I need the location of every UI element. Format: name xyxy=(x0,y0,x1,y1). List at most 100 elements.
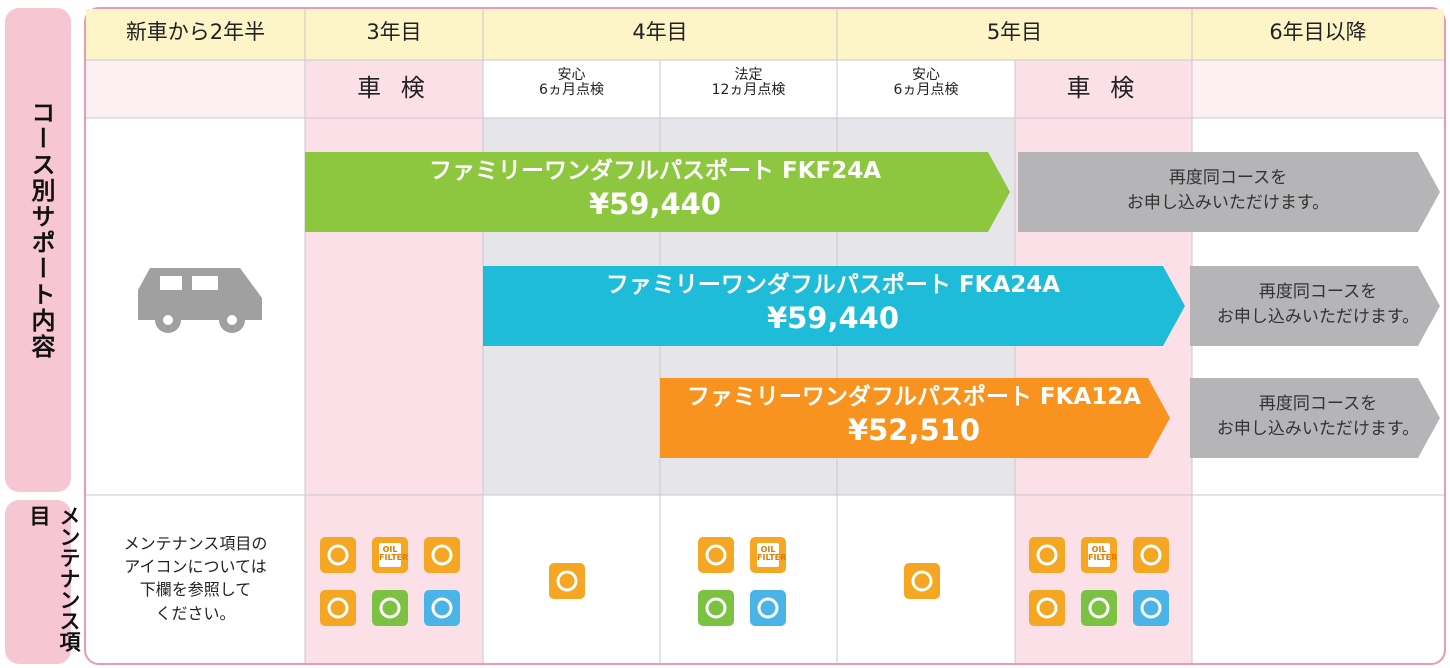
text: メンテナンス項目の xyxy=(123,534,268,553)
renewal: 再度同コースをお申し込みいただけます。 xyxy=(1192,392,1444,441)
icon-label: OIL FILTER xyxy=(379,543,409,567)
maintenance-icon xyxy=(1133,590,1169,626)
maintenance-icon: OIL FILTER xyxy=(750,537,786,573)
course-price: ¥59,440 xyxy=(588,186,722,221)
maintenance-icon xyxy=(698,590,734,626)
text: お申し込みいただけます。 xyxy=(1216,306,1420,327)
icon-glyph xyxy=(1140,544,1162,566)
cell-bg xyxy=(86,60,305,118)
text: 再度同コースを xyxy=(1258,394,1378,414)
icon-glyph xyxy=(1088,597,1110,619)
side-box xyxy=(5,8,71,492)
icon-glyph xyxy=(431,544,453,566)
renewal-arrow xyxy=(1190,266,1440,346)
maintenance-icon xyxy=(750,590,786,626)
text: OIL xyxy=(1091,545,1107,554)
text: 法定 xyxy=(734,67,763,83)
icon-glyph xyxy=(556,570,578,592)
maintenance-icon xyxy=(320,590,356,626)
inspection: 車 検 xyxy=(1015,74,1192,103)
text: FILTER xyxy=(757,553,787,562)
maintenance-icon xyxy=(1133,537,1169,573)
course-name: ファミリーワンダフルパスポート FKA24A xyxy=(605,272,1061,298)
text: FILTER xyxy=(1088,553,1118,562)
course-arrow xyxy=(483,266,1185,346)
car-icon xyxy=(138,268,262,333)
icon-label: OIL FILTER xyxy=(757,543,787,567)
header-bg xyxy=(86,9,1444,60)
text: 車 検 xyxy=(357,74,431,102)
maintenance-icon xyxy=(424,537,460,573)
text: お申し込みいただけます。 xyxy=(1126,192,1330,213)
cell-bg xyxy=(1192,60,1444,118)
text: OIL xyxy=(382,545,398,554)
course: ファミリーワンダフルパスポート FKA24A ¥59,440 xyxy=(483,271,1183,336)
maintenance-icon xyxy=(372,590,408,626)
icon-glyph xyxy=(327,597,349,619)
renewal-arrow xyxy=(1018,152,1440,232)
maintenance-icon xyxy=(904,563,940,599)
side-label: メンテナンス項目 xyxy=(27,505,81,652)
maintenance-icon xyxy=(1029,590,1065,626)
text: ください。 xyxy=(155,603,236,623)
renewal: 再度同コースをお申し込みいただけます。 xyxy=(1192,280,1444,329)
inspection: 車 検 xyxy=(305,74,483,103)
icon-glyph xyxy=(757,597,779,619)
maintenance-note: メンテナンス項目の アイコンについては 下欄を参照して ください。 xyxy=(86,532,305,625)
maintenance-icon xyxy=(320,537,356,573)
icon-glyph xyxy=(705,544,727,566)
course-price: ¥59,440 xyxy=(766,300,900,335)
text: FILTER xyxy=(379,553,409,562)
maintenance-icon xyxy=(1081,590,1117,626)
icon-glyph xyxy=(1036,544,1058,566)
icon-glyph xyxy=(1140,597,1162,619)
renewal: 再度同コースをお申し込みいただけます。 xyxy=(1018,166,1438,215)
text: OIL xyxy=(760,545,776,554)
course-name: ファミリーワンダフルパスポート FKF24A xyxy=(428,158,882,184)
icon-glyph xyxy=(431,597,453,619)
header-cell: 3年目 xyxy=(366,20,422,44)
grid xyxy=(86,9,1444,663)
inspection: 安心 6ヵ月点検 xyxy=(483,68,660,97)
icon-label: OIL FILTER xyxy=(1088,543,1118,567)
header-cell: 新車から2年半 xyxy=(125,20,266,44)
text: お申し込みいただけます。 xyxy=(1216,418,1420,439)
maintenance-icon: OIL FILTER xyxy=(1081,537,1117,573)
course: ファミリーワンダフルパスポート FKA12A ¥52,510 xyxy=(660,383,1168,448)
text: 安心 xyxy=(557,67,586,83)
text: 再度同コースを xyxy=(1258,282,1378,302)
maintenance-icon xyxy=(1029,537,1065,573)
text: 車 検 xyxy=(1066,74,1141,102)
header-cell: 6年目以降 xyxy=(1269,20,1367,44)
icon-glyph xyxy=(379,597,401,619)
text: 下欄を参照して xyxy=(139,580,252,600)
renewal-arrow xyxy=(1190,378,1440,458)
icon-glyph xyxy=(1036,597,1058,619)
side-label: コース別サポート内容 xyxy=(27,100,55,360)
course: ファミリーワンダフルパスポート FKF24A ¥59,440 xyxy=(305,157,1005,222)
course-arrow xyxy=(305,152,1010,232)
maintenance-icon xyxy=(549,563,585,599)
inspection: 法定 12ヵ月点検 xyxy=(660,68,837,97)
course-arrow xyxy=(660,378,1170,458)
header-cell: 4年目 xyxy=(632,20,688,44)
maintenance-icon: OIL FILTER xyxy=(372,537,408,573)
inspection: 安心 6ヵ月点検 xyxy=(837,68,1015,97)
maintenance-icon xyxy=(424,590,460,626)
icon-glyph xyxy=(327,544,349,566)
maintenance-icon xyxy=(698,537,734,573)
text: アイコンについては xyxy=(124,557,267,577)
icon-glyph xyxy=(705,597,727,619)
text: 6ヵ月点検 xyxy=(893,81,959,98)
text: 再度同コースを xyxy=(1168,168,1288,188)
text: 6ヵ月点検 xyxy=(539,81,604,98)
course-price: ¥52,510 xyxy=(847,412,981,447)
text: 12ヵ月点検 xyxy=(711,81,786,98)
course-name: ファミリーワンダフルパスポート FKA12A xyxy=(686,384,1142,410)
header-cell: 5年目 xyxy=(986,20,1043,44)
side-box xyxy=(5,500,71,664)
icon-glyph xyxy=(911,570,933,592)
text: 安心 xyxy=(912,67,940,83)
